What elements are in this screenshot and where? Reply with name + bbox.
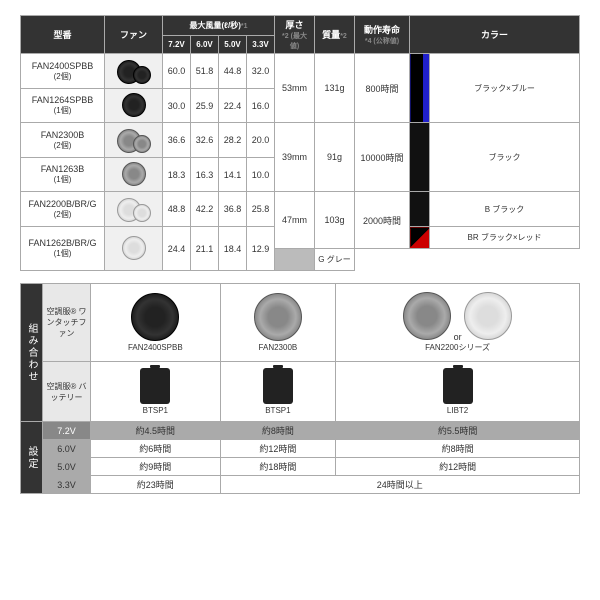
fan-image <box>105 54 163 89</box>
fan-icon <box>131 293 179 341</box>
hdr-thickness: 厚さ*2 (最大値) <box>275 16 315 54</box>
hdr-life: 動作寿命*4 (公称値) <box>355 16 410 54</box>
combo-table: 組み合わせ 空調服® ワンタッチファン FAN2400SPBB FAN2300B… <box>20 283 580 494</box>
table-row: FAN2400SPBB(2個) 60.051.844.832.0 53mm 13… <box>21 54 580 89</box>
hdr-model: 型番 <box>21 16 105 54</box>
hdr-airflow: 最大風量(ℓ/秒)*1 <box>163 16 275 36</box>
color-swatch-blue <box>410 54 430 123</box>
table-row: FAN2200B/BR/G(2個) 48.842.236.825.8 47mm … <box>21 192 580 227</box>
model-name: FAN2400SPBB <box>24 61 101 71</box>
spec-table: 型番 ファン 最大風量(ℓ/秒)*1 厚さ*2 (最大値) 質量*2 動作寿命*… <box>20 15 580 271</box>
color-swatch-black <box>410 123 430 192</box>
hdr-mass: 質量*2 <box>315 16 355 54</box>
table-row: FAN2300B(2個) 36.632.628.220.0 39mm 91g 1… <box>21 123 580 158</box>
setting-label: 設定 <box>21 422 43 494</box>
hdr-color: カラー <box>410 16 580 54</box>
hdr-fan: ファン <box>105 16 163 54</box>
battery-icon <box>140 368 170 404</box>
combo-label: 組み合わせ <box>21 284 43 422</box>
